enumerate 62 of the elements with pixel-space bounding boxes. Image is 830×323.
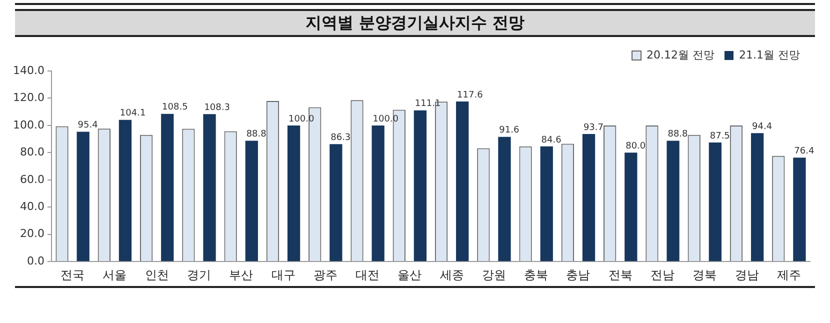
data-label: 88.8: [246, 130, 267, 140]
x-tick-label: 전국: [60, 268, 85, 282]
x-tick-label: 경기: [186, 268, 211, 282]
x-tick-label: 대구: [271, 268, 296, 282]
x-tick-label: 서울: [102, 268, 127, 282]
x-tick-label: 부산: [229, 268, 254, 282]
data-label: 86.3: [330, 132, 351, 143]
x-tick-label: 강원: [482, 268, 506, 282]
y-tick-label: 100.0: [12, 118, 44, 132]
legend-label: 21.1월 전망: [739, 48, 800, 62]
y-tick-label: 80.0: [20, 146, 44, 159]
x-tick-label: 인천: [144, 268, 169, 282]
data-label: 84.6: [541, 135, 562, 146]
bar: [118, 120, 132, 262]
bar: [498, 136, 511, 262]
y-tick-label: 40.0: [20, 200, 44, 213]
x-tick-label: 경남: [734, 268, 759, 282]
data-label: 88.8: [668, 130, 688, 140]
data-label: 104.1: [120, 108, 146, 119]
data-label: 94.4: [752, 122, 772, 132]
data-label: 80.0: [626, 142, 646, 152]
bar: [414, 110, 427, 262]
data-label: 108.3: [204, 103, 230, 113]
x-tick-label: 전북: [608, 268, 632, 282]
bar: [751, 133, 764, 262]
data-label: 95.4: [78, 120, 98, 131]
y-tick-label: 0.0: [26, 254, 44, 268]
legend-label: 20.12월 전망: [646, 48, 715, 62]
x-tick-label: 광주: [313, 268, 338, 282]
bar: [245, 140, 258, 262]
data-label: 117.6: [457, 90, 484, 100]
data-label: 93.7: [583, 122, 604, 133]
bar: [161, 114, 174, 262]
x-tick-label: 경북: [692, 268, 717, 282]
y-tick-label: 140.0: [12, 64, 44, 77]
x-tick-label: 전남: [650, 268, 675, 282]
x-tick-label: 대전: [356, 268, 380, 282]
bar: [203, 114, 216, 262]
data-label: 91.6: [499, 126, 520, 136]
bar: [76, 132, 90, 262]
y-tick-label: 120.0: [12, 91, 44, 104]
x-tick-label: 세종: [440, 268, 464, 282]
bar: [287, 125, 300, 262]
y-tick-label: 20.0: [20, 227, 44, 240]
data-label: 108.5: [162, 102, 188, 113]
x-tick-label: 충남: [566, 268, 590, 282]
bar: [456, 101, 469, 262]
x-tick-label: 충북: [524, 268, 548, 282]
x-tick-label: 제주: [776, 268, 801, 282]
bar: [666, 140, 680, 262]
bar: [793, 158, 806, 262]
data-label: 87.5: [710, 131, 730, 142]
chart-title: 지역별 분양경기실사지수 전망: [15, 9, 815, 37]
x-tick-label: 울산: [398, 268, 422, 282]
bar: [540, 146, 553, 262]
bar: [330, 144, 342, 262]
data-label: 76.4: [794, 146, 814, 156]
bar: [708, 142, 722, 262]
bar: [372, 125, 384, 262]
y-tick-label: 60.0: [20, 172, 44, 186]
bar: [624, 152, 638, 262]
bar: [582, 134, 596, 262]
